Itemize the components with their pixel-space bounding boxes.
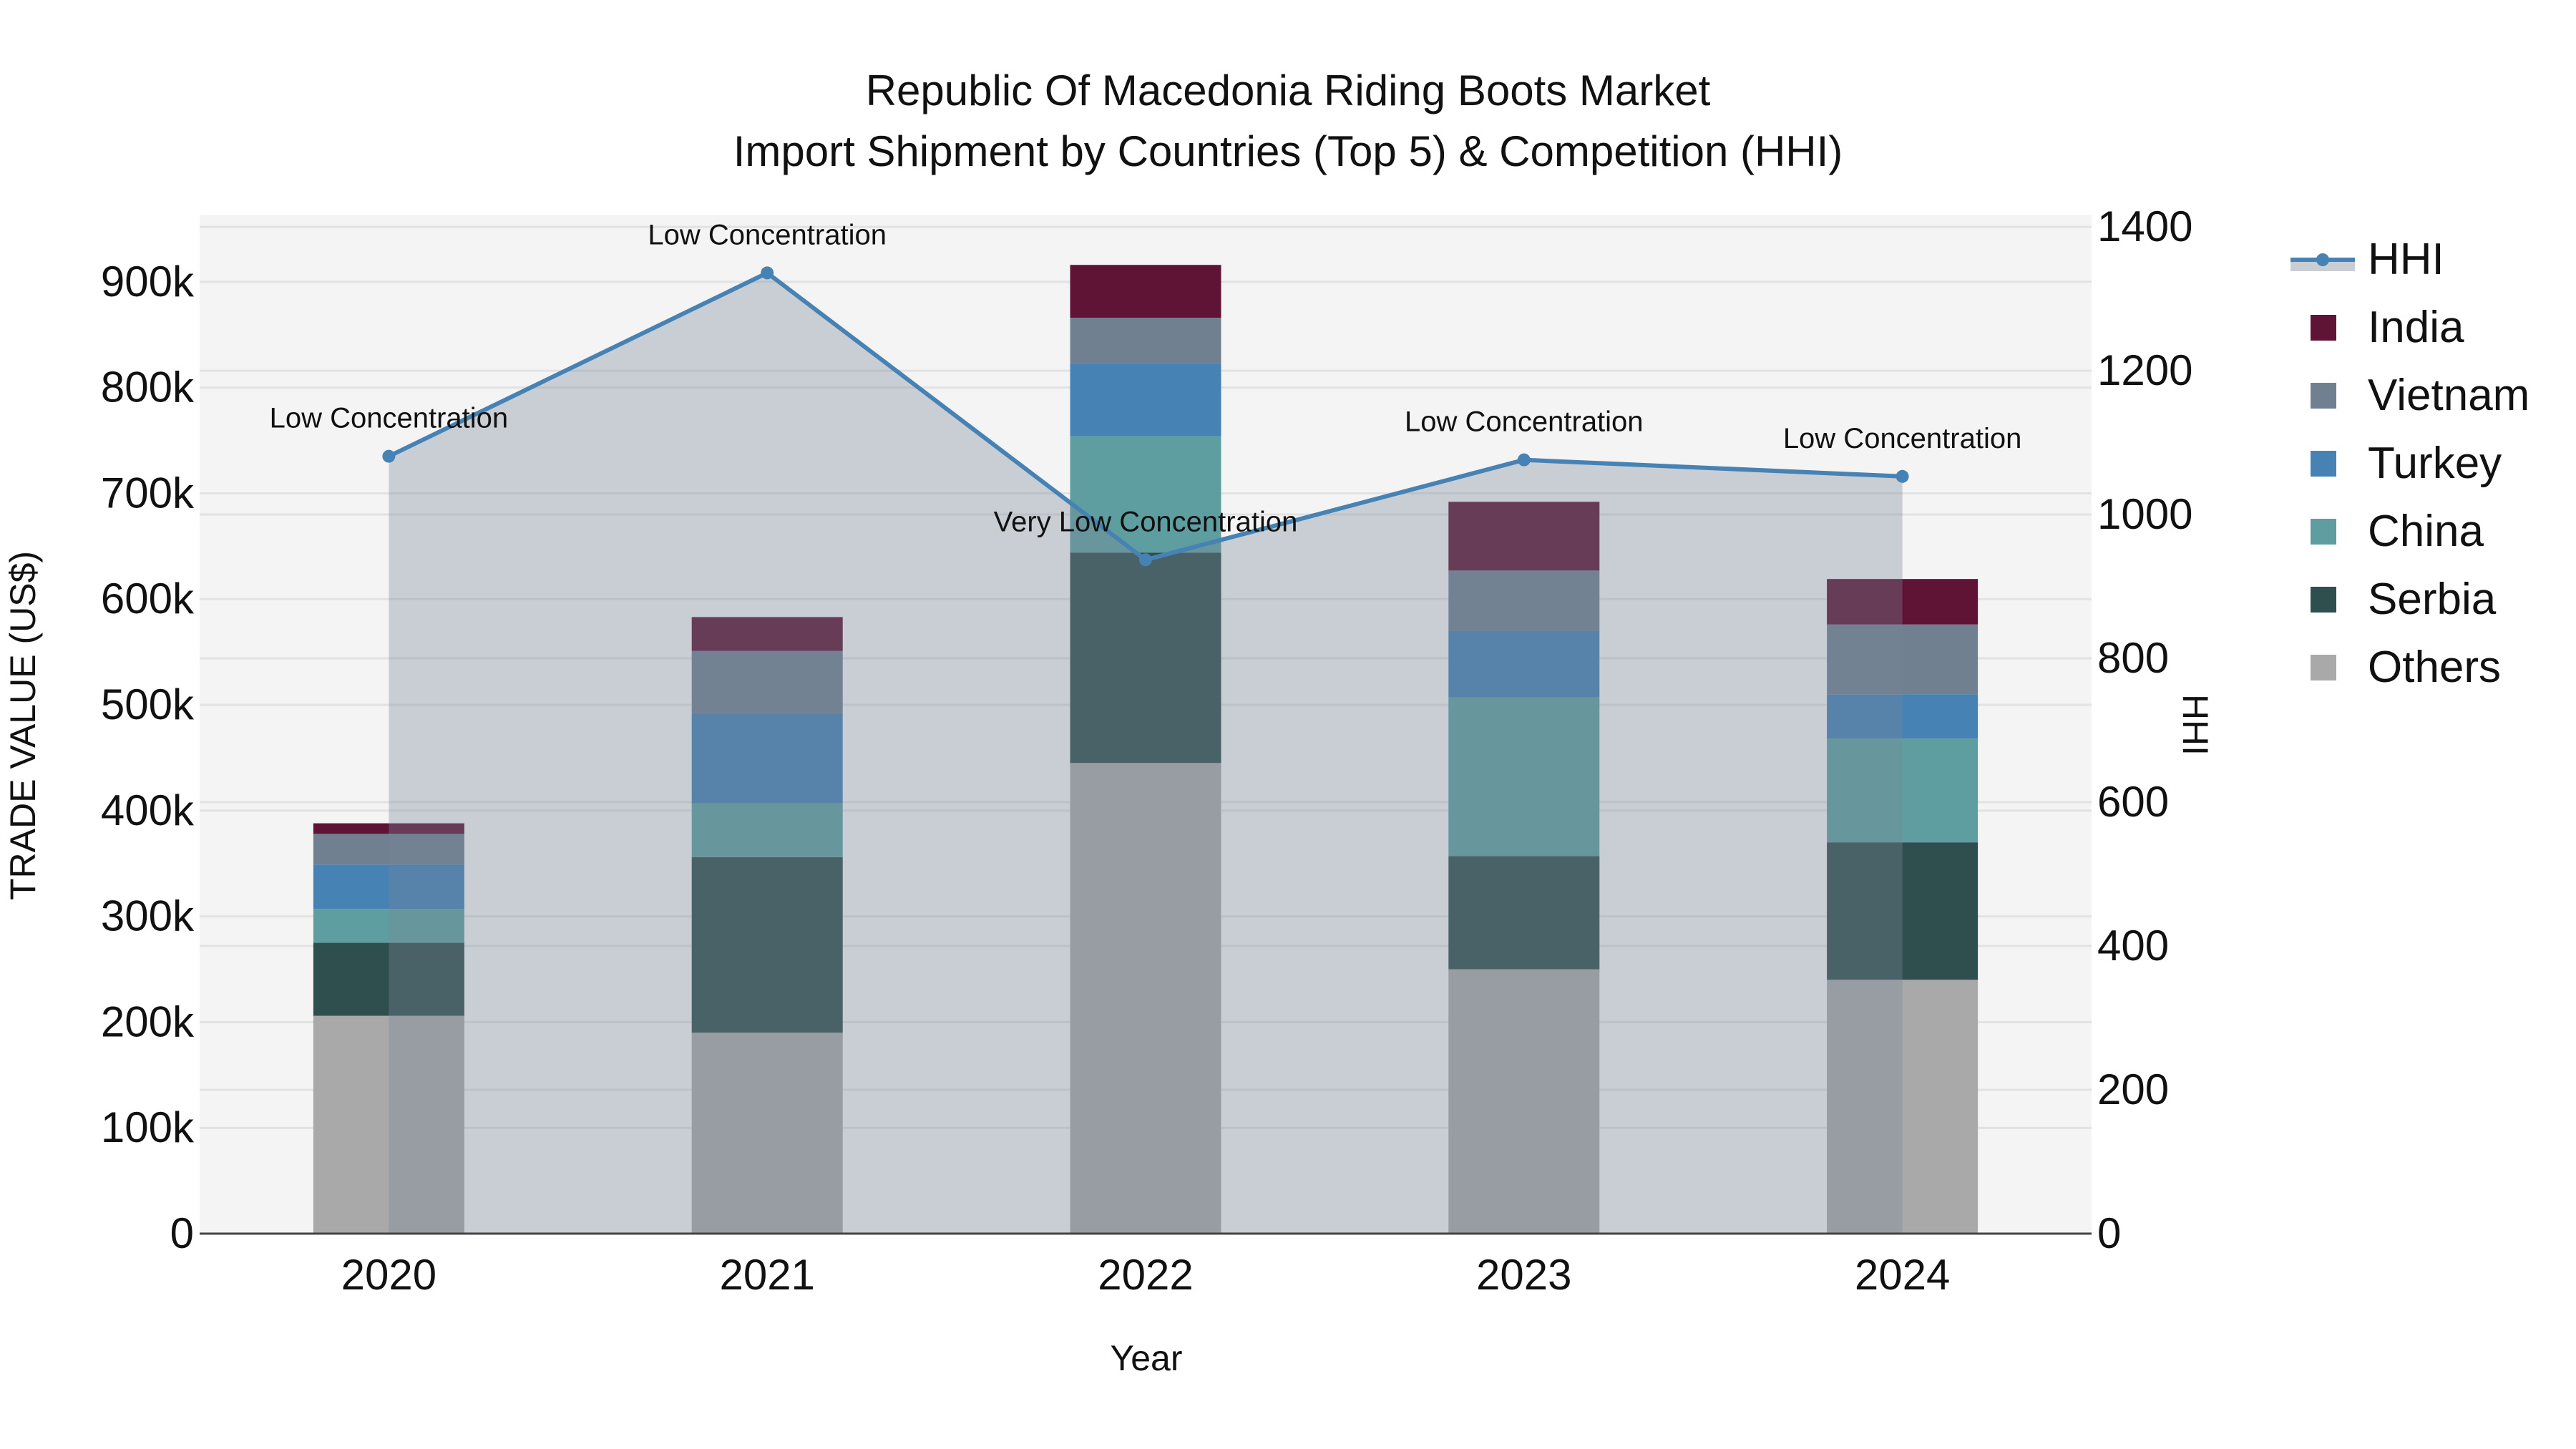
bar-segment-turkey-2023[interactable] <box>1448 630 1600 698</box>
hhi-annotation: Low Concentration <box>648 219 887 250</box>
y-right-tick-label: 800 <box>2097 634 2169 682</box>
serbia-swatch-icon <box>2311 586 2336 613</box>
y-left-tick-label: 700k <box>101 469 195 517</box>
bar-segment-vietnam-2022[interactable] <box>1070 318 1221 364</box>
y-left-tick-label: 300k <box>101 892 195 940</box>
hhi-point-2022[interactable] <box>1139 553 1152 567</box>
vietnam-swatch-icon <box>2311 382 2336 409</box>
india-swatch-icon <box>2311 314 2336 341</box>
x-tick-label: 2021 <box>719 1251 814 1299</box>
legend-item-india[interactable]: India <box>2286 293 2529 361</box>
bar-segment-india-2023[interactable] <box>1448 502 1600 571</box>
y-right-tick-label: 600 <box>2097 778 2169 826</box>
hhi-point-2023[interactable] <box>1517 453 1531 467</box>
y-left-tick-label: 400k <box>101 786 195 834</box>
x-axis-title: Year <box>1110 1338 1183 1378</box>
legend-label: Others <box>2368 643 2502 692</box>
y-left-tick-label: 800k <box>101 364 195 411</box>
x-tick-label: 2022 <box>1098 1251 1193 1299</box>
hhi-annotation: Low Concentration <box>270 403 509 434</box>
others-swatch-icon <box>2311 654 2336 680</box>
bar-segment-turkey-2022[interactable] <box>1070 363 1221 436</box>
y-right-tick-label: 1000 <box>2097 490 2192 538</box>
y-left-tick-label: 200k <box>101 997 195 1045</box>
bar-segment-india-2020[interactable] <box>313 823 464 834</box>
y-right-tick-label: 1400 <box>2097 203 2192 250</box>
bar-segment-others-2024[interactable] <box>1827 980 1979 1234</box>
bar-segment-serbia-2022[interactable] <box>1070 552 1221 763</box>
bar-segment-vietnam-2023[interactable] <box>1448 570 1600 631</box>
legend: HHI India Vietnam Turkey China Serbia Ot… <box>2286 225 2529 701</box>
y-right-tick-label: 1200 <box>2097 346 2192 394</box>
legend-label: HHI <box>2368 235 2444 284</box>
y-left-tick-label: 500k <box>101 680 195 728</box>
hhi-point-2020[interactable] <box>382 449 396 463</box>
hhi-area <box>389 273 1903 1234</box>
y-axis-right-title: HHI <box>2175 693 2215 756</box>
bar-segment-india-2021[interactable] <box>691 617 843 651</box>
x-tick-label: 2020 <box>341 1251 436 1299</box>
y-left-tick-label: 600k <box>101 575 195 623</box>
x-tick-label: 2023 <box>1476 1251 1571 1299</box>
bar-segment-others-2021[interactable] <box>691 1033 843 1234</box>
legend-item-hhi[interactable]: HHI <box>2286 225 2529 293</box>
x-tick-label: 2024 <box>1855 1251 1950 1299</box>
y-right-tick-label: 400 <box>2097 922 2169 970</box>
y-right-tick-label: 0 <box>2097 1209 2121 1257</box>
china-swatch-icon <box>2311 518 2336 545</box>
bar-segment-china-2021[interactable] <box>691 803 843 857</box>
legend-label: Serbia <box>2368 575 2497 624</box>
bar-segment-china-2024[interactable] <box>1827 738 1979 843</box>
bar-segment-others-2022[interactable] <box>1070 763 1221 1234</box>
bar-segment-vietnam-2024[interactable] <box>1827 624 1979 695</box>
y-left-tick-label: 900k <box>101 258 195 306</box>
y-left-tick-label: 100k <box>101 1103 195 1151</box>
bar-segment-turkey-2024[interactable] <box>1827 694 1979 739</box>
legend-item-turkey[interactable]: Turkey <box>2286 429 2529 497</box>
legend-item-vietnam[interactable]: Vietnam <box>2286 361 2529 429</box>
chart-title-line-2: Import Shipment by Countries (Top 5) & C… <box>733 127 1843 175</box>
legend-label: Vietnam <box>2368 371 2530 420</box>
bar-segment-turkey-2021[interactable] <box>691 713 843 804</box>
bar-segment-china-2022[interactable] <box>1070 436 1221 553</box>
legend-label: India <box>2368 303 2464 352</box>
bar-segment-china-2023[interactable] <box>1448 697 1600 857</box>
y-right-tick-label: 200 <box>2097 1065 2169 1113</box>
legend-label: Turkey <box>2368 439 2502 488</box>
legend-item-china[interactable]: China <box>2286 497 2529 565</box>
bar-segment-serbia-2024[interactable] <box>1827 842 1979 980</box>
legend-label: China <box>2368 507 2484 556</box>
hhi-annotation: Very Low Concentration <box>994 506 1298 537</box>
bar-segment-vietnam-2020[interactable] <box>313 834 464 865</box>
y-left-tick-label: 0 <box>170 1209 194 1257</box>
bar-segment-others-2023[interactable] <box>1448 969 1600 1234</box>
hhi-point-2024[interactable] <box>1896 469 1909 483</box>
bar-segment-india-2022[interactable] <box>1070 265 1221 318</box>
legend-item-others[interactable]: Others <box>2286 633 2529 701</box>
bar-segment-turkey-2020[interactable] <box>313 864 464 909</box>
chart-title-line-1: Republic Of Macedonia Riding Boots Marke… <box>865 67 1711 114</box>
bar-segment-china-2020[interactable] <box>313 909 464 943</box>
stacked-bars <box>313 265 1979 1234</box>
bar-segment-serbia-2020[interactable] <box>313 942 464 1016</box>
bar-segment-india-2024[interactable] <box>1827 579 1979 625</box>
turkey-swatch-icon <box>2311 450 2336 477</box>
hhi-annotation: Low Concentration <box>1405 406 1644 438</box>
y-axis-left-title: TRADE VALUE (US$) <box>3 550 43 901</box>
bar-segment-others-2020[interactable] <box>313 1015 464 1234</box>
legend-item-serbia[interactable]: Serbia <box>2286 565 2529 633</box>
hhi-annotation: Low Concentration <box>1783 423 2022 454</box>
hhi-line-marker-icon <box>2290 247 2355 273</box>
bar-segment-serbia-2021[interactable] <box>691 857 843 1033</box>
hhi-point-2021[interactable] <box>761 266 774 280</box>
bar-segment-vietnam-2021[interactable] <box>691 650 843 713</box>
bar-segment-serbia-2023[interactable] <box>1448 856 1600 970</box>
